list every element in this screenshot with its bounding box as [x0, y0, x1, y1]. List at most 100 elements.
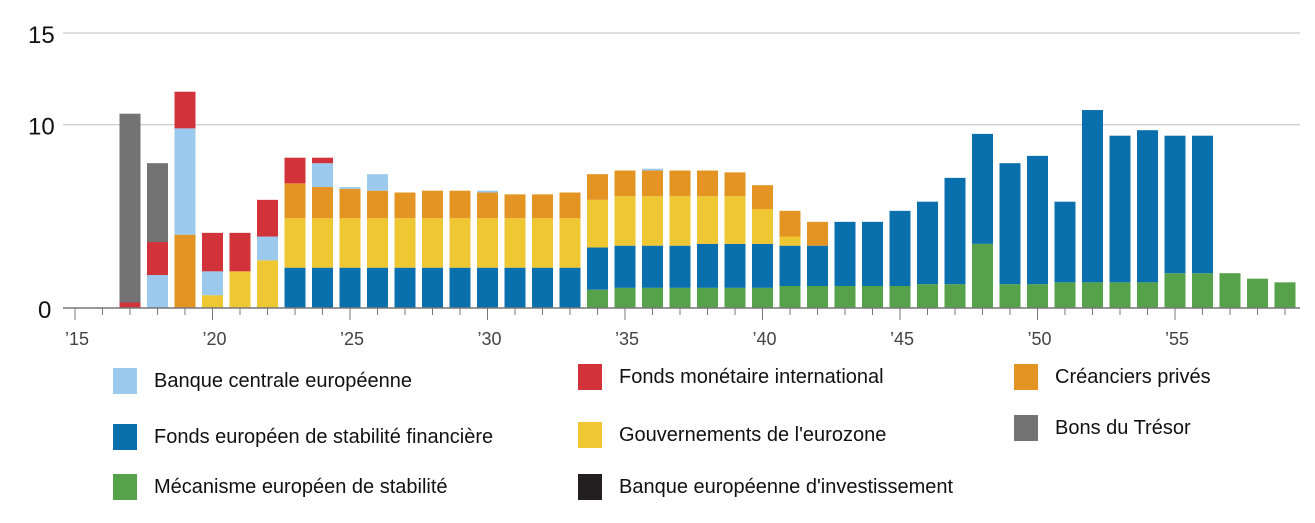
bar-segment [1192, 273, 1213, 308]
legend-item-fonds-monetaire-international: Fonds monétaire international [578, 364, 884, 390]
bar-segment [807, 221, 828, 246]
bar-segment [862, 221, 883, 287]
bar-segment [669, 170, 691, 197]
bar-segment [147, 242, 168, 276]
bar-segment [587, 247, 608, 290]
y-tick-label: 15 [28, 22, 55, 49]
bar-segment [642, 168, 663, 171]
x-tick-label: ’15 [65, 329, 89, 349]
bar-segment [1054, 282, 1076, 308]
bar-segment [1109, 282, 1131, 308]
legend-item-bons-du-tresor: Bons du Trésor [1014, 415, 1191, 441]
bar-segment [202, 271, 223, 296]
bar-segment [1164, 135, 1186, 274]
bar-segment [367, 174, 388, 191]
bar-segment [862, 286, 883, 308]
legend-swatch [113, 424, 137, 450]
bar-segment [257, 236, 278, 261]
bar-segment [1137, 282, 1158, 308]
bars [119, 91, 1296, 308]
bar-segment [339, 218, 361, 268]
bar-segment [449, 190, 471, 219]
bar-segment [339, 267, 361, 308]
bar-segment [917, 201, 938, 285]
legend-item-banque-europeenne-d-investissement: Banque européenne d'investissement [578, 474, 953, 500]
bar-segment [614, 245, 636, 288]
bar-segment [559, 218, 581, 268]
x-tick-label: ’50 [1028, 329, 1052, 349]
x-tick-label: ’55 [1165, 329, 1189, 349]
bar-segment [312, 218, 333, 268]
bar-segment [752, 243, 773, 288]
bar-segment [257, 260, 278, 308]
bar-segment [284, 267, 306, 308]
bar-segment [1137, 130, 1158, 283]
x-tick-label: ’45 [890, 329, 914, 349]
x-tick-label: ’20 [203, 329, 227, 349]
bar-segment [229, 271, 251, 308]
bar-segment [1109, 135, 1131, 283]
legend-label: Mécanisme européen de stabilité [154, 475, 448, 498]
y-tick-label: 10 [28, 114, 55, 141]
bar-segment [944, 284, 966, 308]
bar-segment [697, 196, 718, 244]
legend-label: Fonds européen de stabilité financière [154, 425, 494, 448]
bar-segment [477, 190, 498, 193]
bar-segment [889, 286, 911, 308]
bar-segment [1027, 155, 1048, 285]
bar-segment [807, 245, 828, 287]
bar-segment [642, 170, 663, 197]
bar-segment [449, 218, 471, 268]
bar-segment [779, 236, 801, 246]
x-tick-label: ’35 [615, 329, 639, 349]
bar-segment [394, 267, 416, 308]
legend-swatch [113, 474, 137, 500]
legend-item-banque-centrale-europeenne: Banque centrale européenne [113, 368, 412, 394]
bar-segment [752, 209, 773, 244]
bar-segment [532, 194, 553, 219]
legend-swatch [1014, 364, 1038, 390]
bar-segment [1219, 273, 1241, 308]
bar-segment [999, 284, 1021, 308]
bar-segment [697, 287, 718, 308]
bar-segment [367, 190, 388, 219]
bar-segment [834, 286, 856, 308]
y-tick-label: 0 [38, 297, 51, 324]
legend-label: Banque européenne d'investissement [619, 475, 954, 498]
bar-segment [119, 302, 141, 308]
bar-segment [284, 157, 306, 184]
bar-segment [284, 218, 306, 268]
bar-segment [202, 295, 223, 308]
bar-segment [1274, 282, 1296, 308]
bar-segment [1082, 110, 1103, 283]
legend-swatch [578, 364, 602, 390]
legend-item-gouvernements-de-l-eurozone: Gouvernements de l'eurozone [578, 422, 886, 448]
bar-segment [587, 289, 608, 308]
bar-segment [174, 128, 196, 235]
legend-swatch [113, 368, 137, 394]
bar-segment [999, 163, 1021, 285]
bar-segment [1082, 282, 1103, 308]
bar-segment [972, 133, 993, 244]
legend-label: Bons du Trésor [1055, 416, 1191, 439]
bar-segment [669, 245, 691, 288]
bar-segment [724, 196, 746, 244]
bar-segment [697, 243, 718, 288]
legend-item-mecanisme-europeen-de-stabilite: Mécanisme européen de stabilité [113, 474, 448, 500]
bar-segment [202, 232, 223, 272]
legend-label: Gouvernements de l'eurozone [619, 423, 887, 446]
bar-segment [587, 199, 608, 248]
bar-segment [394, 192, 416, 219]
bar-segment [642, 245, 663, 288]
bar-segment [312, 267, 333, 308]
bar-segment [807, 286, 828, 308]
bar-segment [504, 194, 526, 219]
bar-segment [339, 188, 361, 219]
bar-segment [312, 163, 333, 188]
bar-segment [422, 190, 443, 219]
bar-segment [724, 243, 746, 288]
bar-segment [944, 177, 966, 285]
bar-segment [229, 232, 251, 272]
bar-segment [477, 267, 498, 308]
bar-segment [147, 275, 168, 308]
